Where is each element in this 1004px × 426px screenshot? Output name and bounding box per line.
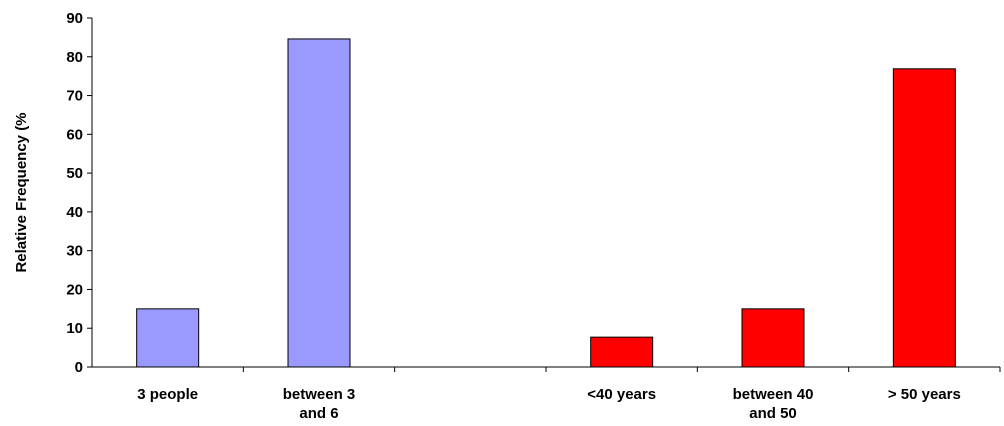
y-axis-ticks: 0 10 20 30 40 50 60 70 80 90 — [66, 10, 92, 376]
bar — [590, 336, 654, 368]
x-category-label: and 6 — [299, 405, 338, 422]
bar — [892, 68, 956, 368]
y-tick-label: 60 — [66, 126, 83, 143]
y-tick-label: 30 — [66, 243, 83, 260]
x-category-label: 3 people — [137, 386, 198, 403]
x-category-label: > 50 years — [888, 386, 961, 403]
x-category-label: between 3 — [283, 386, 356, 403]
y-tick-label: 90 — [66, 10, 83, 27]
y-tick-label: 20 — [66, 281, 83, 298]
bar — [287, 38, 351, 368]
y-tick-label: 80 — [66, 49, 83, 66]
y-axis-title: Relative Frequency (% — [13, 112, 30, 272]
y-tick-label: 50 — [66, 165, 83, 182]
y-tick-label: 70 — [66, 88, 83, 105]
bar — [741, 308, 805, 368]
bars — [136, 38, 956, 368]
y-tick-label: 10 — [66, 320, 83, 337]
x-category-label: <40 years — [587, 386, 656, 403]
x-category-label: between 40 — [733, 386, 814, 403]
bar — [136, 308, 200, 368]
y-tick-label: 0 — [75, 359, 83, 376]
x-axis-labels: 3 people between 3 and 6 <40 years between 4… — [137, 367, 1001, 422]
y-tick-label: 40 — [66, 204, 83, 221]
x-category-label: and 50 — [749, 405, 797, 422]
